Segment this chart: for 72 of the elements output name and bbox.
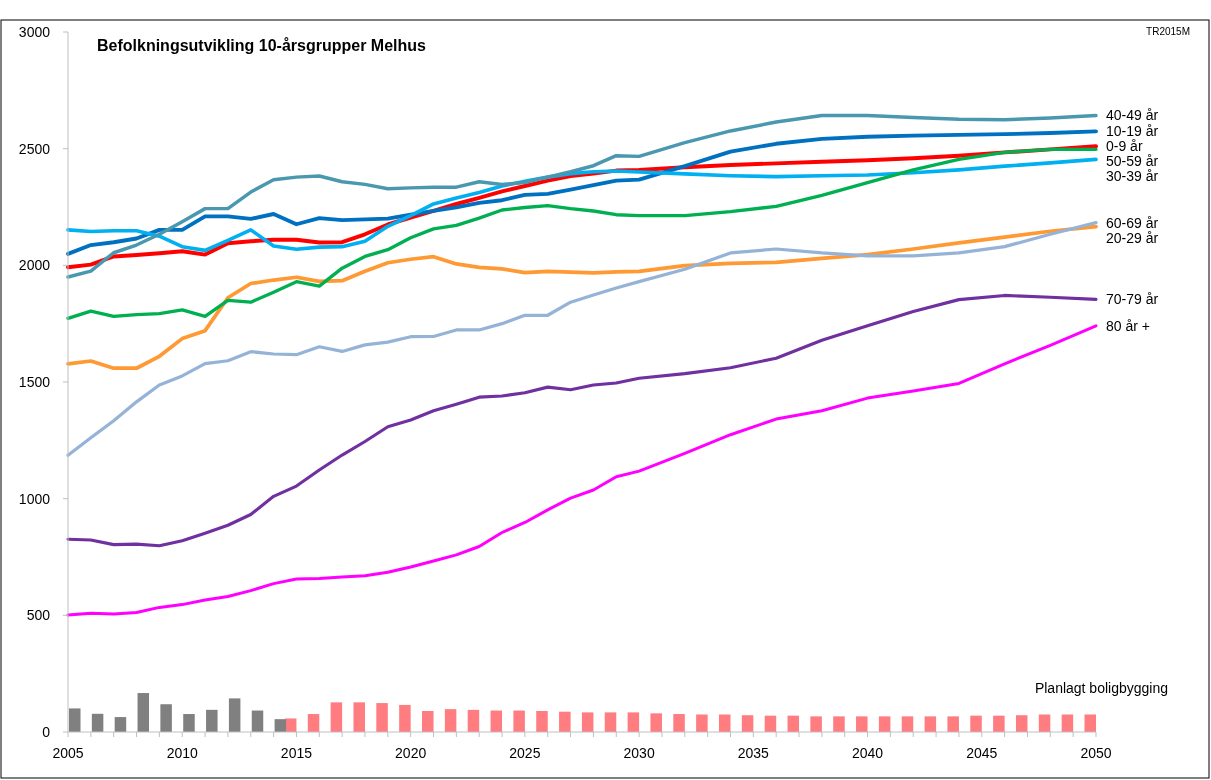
chart-title: Befolkningsutvikling 10-årsgrupper Melhus xyxy=(97,37,427,54)
bar xyxy=(114,717,127,732)
x-tick-label: 2040 xyxy=(851,745,884,761)
y-tick-label: 1000 xyxy=(18,490,51,507)
bar xyxy=(810,716,822,732)
line-series xyxy=(66,324,1098,617)
line-series xyxy=(66,293,1098,548)
x-tick-label: 2050 xyxy=(1080,745,1112,761)
series-label: 30-39 år xyxy=(1106,168,1159,185)
bar xyxy=(444,709,457,732)
y-tick-label: 2500 xyxy=(18,140,51,157)
series-label: 80 år + xyxy=(1106,317,1150,334)
bar xyxy=(160,704,172,732)
bar xyxy=(536,711,548,732)
bar xyxy=(1015,715,1028,732)
series-label: 60-69 år xyxy=(1106,214,1159,231)
bar xyxy=(741,715,754,732)
x-tick-label: 2005 xyxy=(52,745,84,761)
line-series xyxy=(66,113,1098,279)
bar xyxy=(228,698,241,732)
y-tick-label: 0 xyxy=(42,723,51,740)
series-label: 70-79 år xyxy=(1106,291,1159,308)
line-series xyxy=(66,157,1098,253)
bar xyxy=(137,693,150,732)
bar xyxy=(947,716,959,732)
line-series xyxy=(66,224,1098,371)
bar xyxy=(581,712,594,732)
bar xyxy=(833,716,845,732)
series-label: 20-29 år xyxy=(1106,229,1159,246)
bar xyxy=(650,713,662,732)
x-tick-label: 2045 xyxy=(966,745,998,761)
bar xyxy=(513,710,525,732)
x-tick-label: 2010 xyxy=(166,745,198,761)
x-tick-label: 2025 xyxy=(509,745,541,761)
bar xyxy=(376,703,388,732)
line-series xyxy=(66,221,1098,457)
bar xyxy=(330,702,343,732)
y-tick-label: 1500 xyxy=(18,373,51,390)
x-tick-label: 2015 xyxy=(280,745,313,761)
bar xyxy=(604,712,617,732)
x-tick-label: 2020 xyxy=(395,745,427,761)
x-tick-label: 2035 xyxy=(737,745,770,761)
series-label: 40-49 år xyxy=(1106,107,1159,124)
bar xyxy=(901,716,914,732)
bar xyxy=(993,715,1005,732)
bar xyxy=(878,716,891,732)
series-label: 50-59 år xyxy=(1106,153,1159,170)
bar xyxy=(467,709,480,732)
y-tick-label: 2000 xyxy=(18,257,51,274)
bar xyxy=(673,714,685,732)
y-tick-label: 500 xyxy=(26,607,51,624)
bar xyxy=(696,714,708,732)
bar xyxy=(69,708,81,732)
bar xyxy=(422,711,434,732)
bar xyxy=(183,714,195,732)
bar xyxy=(353,702,365,732)
bar xyxy=(627,712,640,732)
bar xyxy=(399,704,411,732)
y-tick-label: 3000 xyxy=(18,23,51,40)
x-tick-label: 2030 xyxy=(623,745,655,761)
text: TR2015M xyxy=(1146,26,1190,37)
bar xyxy=(307,714,320,732)
line-series xyxy=(66,147,1098,320)
series-label: Planlagt boligbygging xyxy=(1034,679,1168,696)
line-series xyxy=(66,129,1098,256)
bar xyxy=(856,716,868,732)
bar xyxy=(924,716,937,732)
bar xyxy=(206,709,218,732)
bar xyxy=(970,715,982,732)
series-label: 0-9 år xyxy=(1106,138,1143,155)
series-label: 10-19 år xyxy=(1106,123,1159,140)
bar xyxy=(559,711,571,732)
